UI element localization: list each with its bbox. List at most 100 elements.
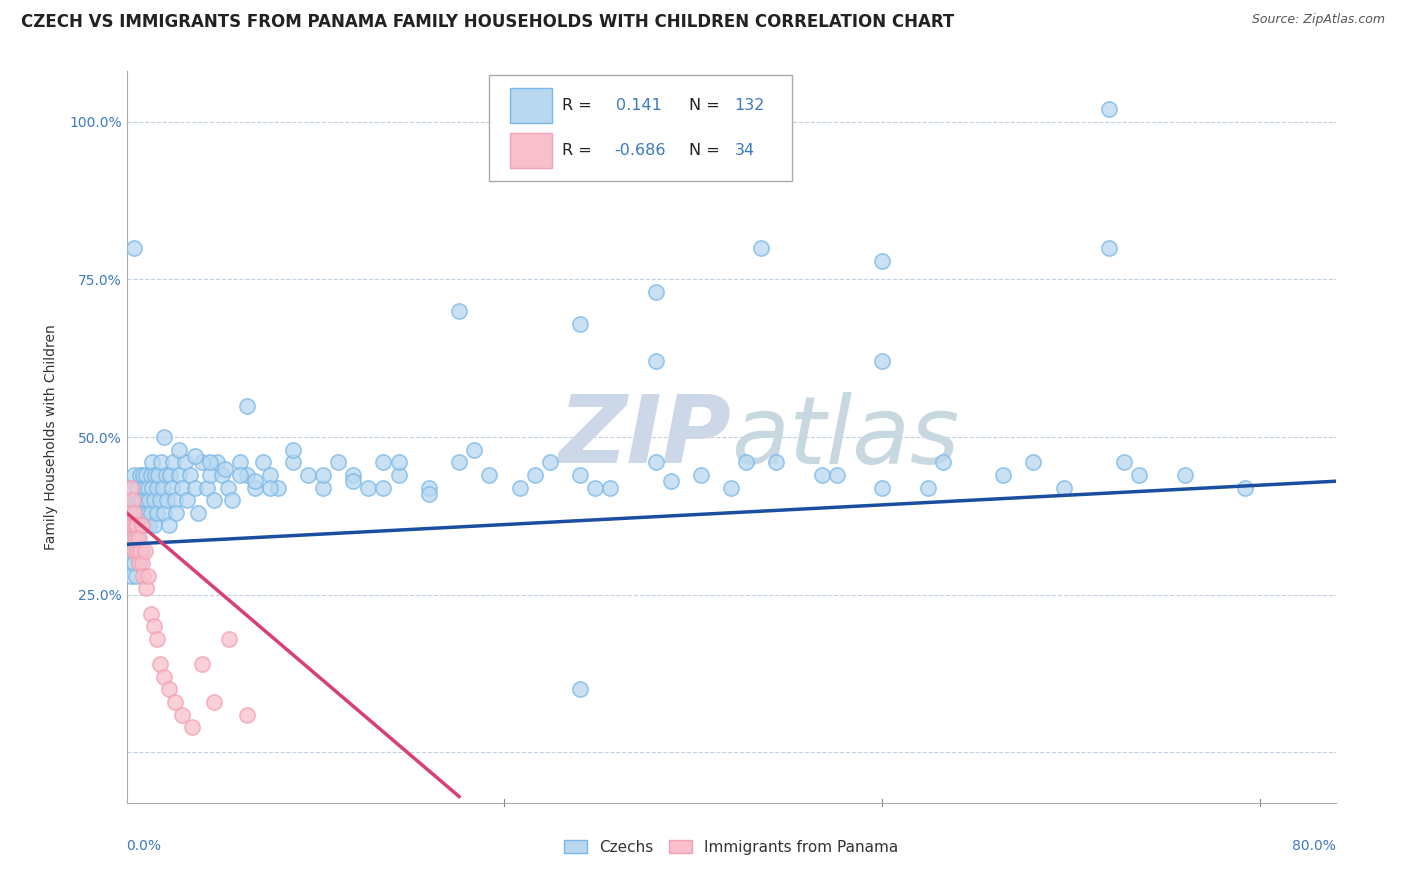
Point [132,569,155,583]
Point [252,455,274,469]
Point [172,707,194,722]
Point [1098,241,1121,255]
Point [342,474,364,488]
Point [297,467,319,482]
Point [259,481,281,495]
Point [229,455,252,469]
Point [132,467,155,482]
Point [132,506,155,520]
Point [142,518,165,533]
Text: ZIP: ZIP [558,391,731,483]
Point [599,481,621,495]
Point [187,506,209,520]
Point [131,556,153,570]
Point [373,481,395,495]
Text: N =: N = [689,143,720,158]
Point [127,506,149,520]
Text: R =: R = [562,143,592,158]
Point [229,467,252,482]
Point [326,455,350,469]
Point [152,481,174,495]
Point [120,518,142,533]
Point [169,442,191,457]
Point [128,556,150,570]
Legend: Czechs, Immigrants from Panama: Czechs, Immigrants from Panama [558,834,904,861]
Point [388,455,411,469]
Point [218,632,240,646]
Point [135,467,157,482]
Point [127,481,149,495]
Point [236,399,259,413]
Point [118,556,141,570]
Point [159,467,181,482]
Point [917,481,939,495]
Point [129,543,152,558]
Point [122,543,145,558]
Point [447,455,470,469]
Point [122,556,145,570]
Point [172,481,194,495]
Point [243,474,266,488]
Point [124,531,146,545]
Point [120,524,142,539]
FancyBboxPatch shape [489,75,792,181]
Point [180,720,202,734]
Point [174,455,197,469]
Point [149,657,172,671]
Point [191,657,214,671]
Point [176,493,198,508]
Point [388,467,411,482]
Point [872,481,894,495]
Point [418,481,440,495]
Point [128,493,150,508]
Y-axis label: Family Households with Children: Family Households with Children [44,324,58,550]
Point [312,481,335,495]
Text: 0.0%: 0.0% [127,839,162,854]
Point [236,467,259,482]
Point [148,467,170,482]
Point [211,467,233,482]
Point [155,467,177,482]
Point [509,481,531,495]
Point [127,543,149,558]
Point [121,481,143,495]
Point [122,467,145,482]
Point [644,455,666,469]
Point [478,467,501,482]
Point [183,449,205,463]
Point [659,474,682,488]
Point [149,493,172,508]
Point [124,543,146,558]
Point [1022,455,1045,469]
Point [373,455,395,469]
Point [751,241,773,255]
Point [141,455,163,469]
Point [198,455,221,469]
Point [195,481,218,495]
Point [179,467,201,482]
Point [872,354,894,368]
Point [136,569,159,583]
Point [202,695,225,709]
Point [122,506,145,520]
Point [217,481,239,495]
Point [120,481,142,495]
Point [418,487,440,501]
Point [163,493,186,508]
Point [121,518,143,533]
Point [124,518,146,533]
Text: Source: ZipAtlas.com: Source: ZipAtlas.com [1251,13,1385,27]
Point [128,556,150,570]
Text: atlas: atlas [731,392,959,483]
Point [120,569,142,583]
Point [136,481,159,495]
Point [139,607,162,621]
Point [243,481,266,495]
Point [138,518,160,533]
Point [134,481,156,495]
Point [447,304,470,318]
Point [118,506,141,520]
Point [153,430,176,444]
Point [139,467,162,482]
Point [568,467,592,482]
